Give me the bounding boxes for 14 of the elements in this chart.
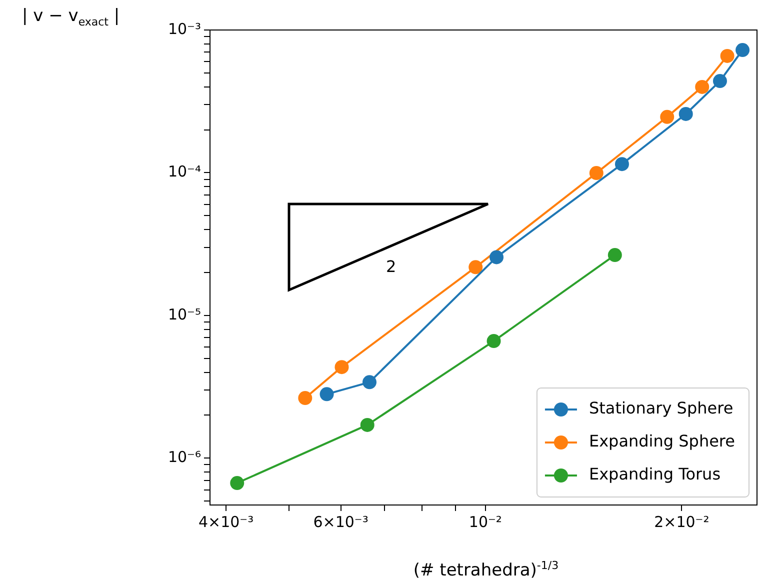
legend-label: Expanding Torus [588,464,721,484]
x-tick-label: 4×10⁻³ [198,512,254,531]
x-tick-label: 10⁻² [468,512,502,531]
y-tick-label: 10⁻⁴ [168,162,201,181]
y-tick-label: 10⁻⁵ [168,305,201,324]
legend-label: Stationary Sphere [588,398,734,418]
x-tick-label: 2×10⁻² [654,512,710,531]
y-tick-label: 10⁻³ [168,20,201,38]
y-tick-label: 10⁻⁶ [168,448,201,466]
legend-label: Expanding Sphere [588,432,735,451]
x-axis-title: (# tetrahedra)$^{-1/3}$ [412,559,560,581]
x-tick-label: 6×10⁻³ [313,512,368,531]
annotation: 2 [386,257,396,276]
y-axis-title: | v − v$_{exact}$ | [22,6,120,28]
